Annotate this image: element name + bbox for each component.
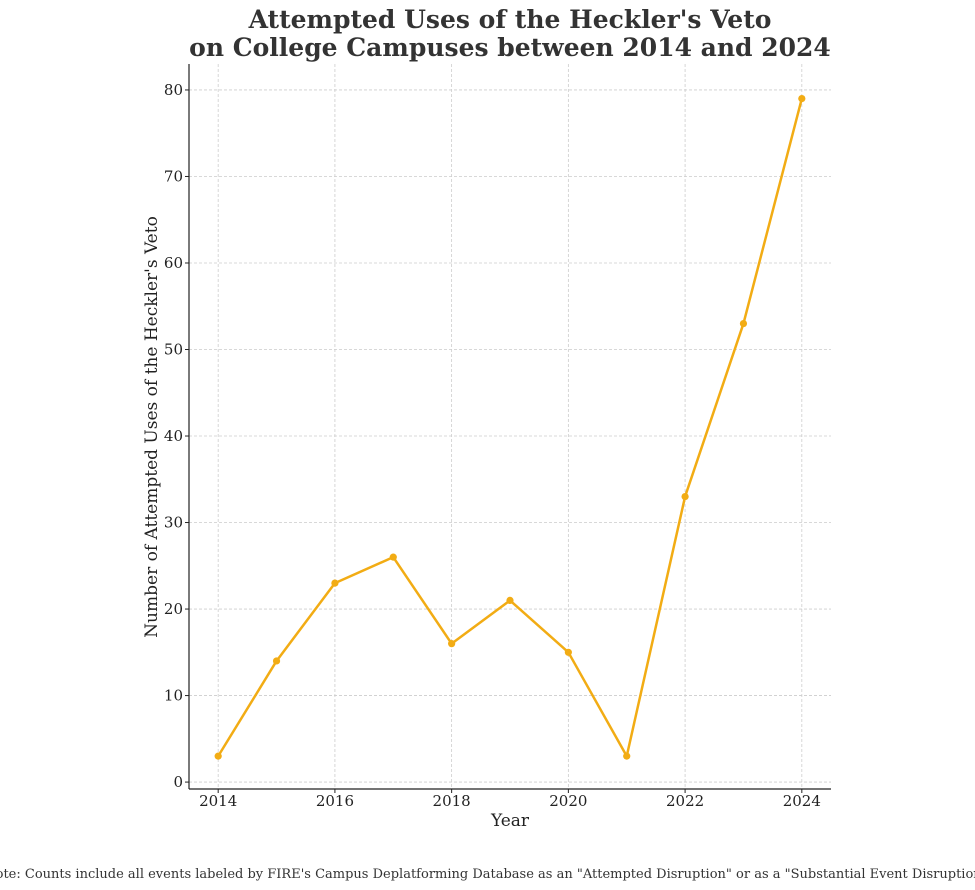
x-axis-ticks: 2014 2016 2018 2020 2022 2024	[199, 789, 821, 810]
data-point-2016	[331, 579, 339, 587]
y-tick-label: 50	[164, 341, 183, 359]
data-point-2020	[564, 648, 572, 656]
y-tick-label: 10	[164, 687, 183, 705]
data-point-2024	[798, 95, 806, 103]
y-tick-label: 40	[164, 427, 183, 445]
series-line	[217, 98, 804, 758]
x-tick-label: 2022	[666, 792, 704, 810]
data-point-2018	[448, 640, 456, 648]
y-tick-label: 70	[164, 167, 183, 185]
chart-title-line-1: Attempted Uses of the Heckler's Veto	[248, 5, 772, 34]
chart-title: Attempted Uses of the Heckler's Veto on …	[189, 5, 831, 62]
y-tick-label: 30	[164, 514, 183, 532]
y-axis-label: Number of Attempted Uses of the Heckler'…	[142, 216, 162, 638]
x-tick-label: 2018	[433, 792, 471, 810]
y-tick-label: 60	[164, 254, 183, 272]
x-axis-label: Year	[490, 811, 530, 831]
y-axis-ticks: 0 10 20 30 40 50 60 70 80	[164, 81, 189, 791]
x-tick-label: 2024	[783, 792, 821, 810]
x-tick-label: 2014	[199, 792, 237, 810]
data-point-2022	[681, 492, 689, 501]
axes	[188, 64, 831, 790]
gridlines	[189, 64, 831, 789]
y-tick-label: 20	[164, 600, 183, 618]
x-tick-label: 2020	[549, 792, 587, 810]
y-tick-label: 0	[173, 773, 183, 791]
data-point-2015	[272, 657, 281, 665]
chart-title-line-2: on College Campuses between 2014 and 202…	[189, 33, 831, 62]
data-point-2019	[506, 596, 514, 604]
data-point-2021	[623, 752, 631, 760]
y-tick-label: 80	[164, 81, 183, 99]
data-point-2017	[389, 553, 397, 561]
data-point-2023	[739, 319, 748, 328]
data-series	[214, 95, 806, 760]
data-point-2014	[214, 752, 222, 760]
x-tick-label: 2016	[316, 792, 354, 810]
footnote: Note: Counts include all events labeled …	[0, 867, 975, 882]
